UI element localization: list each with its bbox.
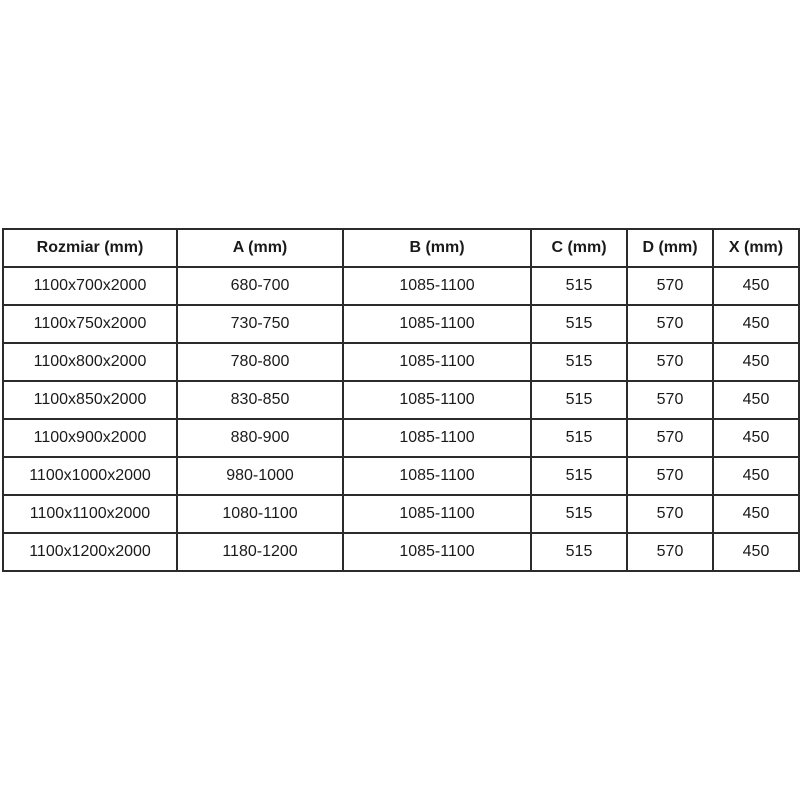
table-cell: 1100x900x2000 bbox=[2, 418, 178, 458]
table-cell: 1180-1200 bbox=[176, 532, 344, 572]
table-cell: 515 bbox=[530, 380, 628, 420]
dimensions-table-head: Rozmiar (mm) A (mm) B (mm) C (mm) D (mm) X (m… bbox=[2, 228, 800, 268]
table-row: 1100x1000x2000 980-1000 1085-1100 515 570 450 bbox=[2, 456, 800, 496]
table-cell: 450 bbox=[712, 304, 800, 344]
header-cell-2: B (mm) bbox=[342, 228, 532, 268]
dimensions-table-body: 1100x700x2000 680-700 1085-1100 515 570 450 11… bbox=[2, 266, 800, 572]
table-cell: 830-850 bbox=[176, 380, 344, 420]
table-cell: 515 bbox=[530, 494, 628, 534]
table-cell: 515 bbox=[530, 418, 628, 458]
table-cell: 1100x1000x2000 bbox=[2, 456, 178, 496]
table-row: 1100x1100x2000 1080-1100 1085-1100 515 570 45… bbox=[2, 494, 800, 534]
table-cell: 450 bbox=[712, 494, 800, 534]
header-cell-4: D (mm) bbox=[626, 228, 714, 268]
table-cell: 1080-1100 bbox=[176, 494, 344, 534]
header-cell-0: Rozmiar (mm) bbox=[2, 228, 178, 268]
table-cell: 450 bbox=[712, 456, 800, 496]
table-cell: 680-700 bbox=[176, 266, 344, 306]
table-cell: 450 bbox=[712, 532, 800, 572]
table-cell: 780-800 bbox=[176, 342, 344, 382]
table-cell: 450 bbox=[712, 266, 800, 306]
table-cell: 1085-1100 bbox=[342, 456, 532, 496]
table-cell: 570 bbox=[626, 532, 714, 572]
table-row: 1100x1200x2000 1180-1200 1085-1100 515 570 45… bbox=[2, 532, 800, 572]
table-cell: 515 bbox=[530, 304, 628, 344]
table-cell: 1100x1200x2000 bbox=[2, 532, 178, 572]
table-cell: 880-900 bbox=[176, 418, 344, 458]
table-cell: 450 bbox=[712, 380, 800, 420]
table-row: 1100x750x2000 730-750 1085-1100 515 570 450 bbox=[2, 304, 800, 344]
table-cell: 730-750 bbox=[176, 304, 344, 344]
table-cell: 570 bbox=[626, 342, 714, 382]
table-cell: 1085-1100 bbox=[342, 380, 532, 420]
table-cell: 1100x750x2000 bbox=[2, 304, 178, 344]
table-cell: 1100x700x2000 bbox=[2, 266, 178, 306]
table-cell: 1085-1100 bbox=[342, 342, 532, 382]
table-cell: 1085-1100 bbox=[342, 532, 532, 572]
table-row: 1100x800x2000 780-800 1085-1100 515 570 450 bbox=[2, 342, 800, 382]
header-cell-1: A (mm) bbox=[176, 228, 344, 268]
header-cell-5: X (mm) bbox=[712, 228, 800, 268]
dimensions-table: Rozmiar (mm) A (mm) B (mm) C (mm) D (mm) X (m… bbox=[2, 228, 800, 572]
table-row: 1100x900x2000 880-900 1085-1100 515 570 450 bbox=[2, 418, 800, 458]
table-cell: 515 bbox=[530, 532, 628, 572]
table-cell: 515 bbox=[530, 456, 628, 496]
table-cell: 570 bbox=[626, 456, 714, 496]
table-cell: 980-1000 bbox=[176, 456, 344, 496]
table-cell: 570 bbox=[626, 266, 714, 306]
table-cell: 1100x800x2000 bbox=[2, 342, 178, 382]
table-cell: 515 bbox=[530, 266, 628, 306]
header-cell-3: C (mm) bbox=[530, 228, 628, 268]
table-cell: 515 bbox=[530, 342, 628, 382]
table-cell: 570 bbox=[626, 304, 714, 344]
table-cell: 1085-1100 bbox=[342, 304, 532, 344]
table-cell: 1100x850x2000 bbox=[2, 380, 178, 420]
table-cell: 1085-1100 bbox=[342, 266, 532, 306]
table-cell: 570 bbox=[626, 494, 714, 534]
table-cell: 570 bbox=[626, 418, 714, 458]
table-cell: 450 bbox=[712, 342, 800, 382]
table-row: 1100x700x2000 680-700 1085-1100 515 570 450 bbox=[2, 266, 800, 306]
table-cell: 450 bbox=[712, 418, 800, 458]
table-cell: 1100x1100x2000 bbox=[2, 494, 178, 534]
table-cell: 1085-1100 bbox=[342, 494, 532, 534]
header-row: Rozmiar (mm) A (mm) B (mm) C (mm) D (mm) X (m… bbox=[2, 228, 800, 268]
table-row: 1100x850x2000 830-850 1085-1100 515 570 450 bbox=[2, 380, 800, 420]
table-cell: 570 bbox=[626, 380, 714, 420]
table-cell: 1085-1100 bbox=[342, 418, 532, 458]
